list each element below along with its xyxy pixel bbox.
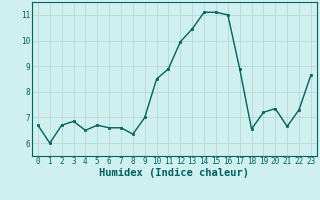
- X-axis label: Humidex (Indice chaleur): Humidex (Indice chaleur): [100, 168, 249, 178]
